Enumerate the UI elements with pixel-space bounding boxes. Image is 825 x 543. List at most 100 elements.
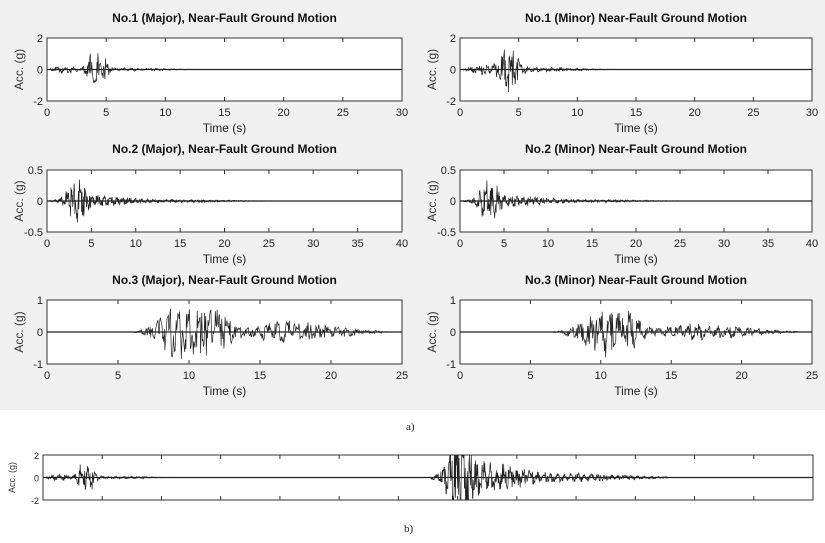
acceleration-series — [50, 53, 196, 84]
chart-title: No.2 (Major), Near-Fault Ground Motion — [112, 142, 337, 156]
x-tick-label: 25 — [806, 370, 818, 382]
y-axis-label: Acc. (g) — [425, 180, 439, 221]
x-tick-label: 10 — [542, 238, 554, 250]
x-axis-label: Time (s) — [614, 384, 658, 398]
x-tick-label: 35 — [762, 238, 774, 250]
x-tick-label: 0 — [44, 238, 50, 250]
chart-4: No.2 (Minor) Near-Fault Ground Motion Tim… — [425, 142, 818, 266]
x-tick-label: 15 — [254, 370, 266, 382]
y-axis-label: Acc. (g) — [425, 311, 439, 352]
x-tick-label: 10 — [130, 238, 142, 250]
chart-title: No.3 (Minor) Near-Fault Ground Motion — [525, 273, 747, 287]
y-tick-label: -1 — [33, 359, 43, 371]
acceleration-series — [509, 310, 798, 358]
chart-3: No.2 (Major), Near-Fault Ground Motion Ti… — [12, 142, 408, 266]
chart-6: No.3 (Minor) Near-Fault Ground Motion Tim… — [425, 273, 818, 398]
x-tick-label: 5 — [527, 370, 533, 382]
y-tick-label: -2 — [31, 496, 39, 506]
x-tick-label: 40 — [396, 238, 408, 250]
caption-b: b) — [404, 523, 414, 535]
x-tick-label: 5 — [516, 107, 522, 119]
x-tick-label: 20 — [278, 107, 290, 119]
x-tick-label: 25 — [263, 238, 275, 250]
caption-a: a) — [406, 421, 415, 433]
y-tick-label: -0.5 — [437, 227, 456, 239]
x-tick-label: 10 — [571, 107, 583, 119]
x-axis-label: Time (s) — [614, 252, 658, 266]
acceleration-series — [463, 49, 619, 93]
x-tick-label: 15 — [218, 107, 230, 119]
y-tick-label: 0 — [450, 327, 456, 339]
x-tick-label: 20 — [325, 370, 337, 382]
y-tick-label: 0 — [450, 196, 456, 208]
x-tick-label: 10 — [159, 107, 171, 119]
x-tick-label: 20 — [218, 238, 230, 250]
x-tick-label: 5 — [115, 370, 121, 382]
x-tick-label: 0 — [457, 370, 463, 382]
acceleration-series — [462, 180, 680, 219]
y-tick-label: 1 — [450, 295, 456, 307]
y-tick-label: 0.5 — [441, 165, 456, 177]
chart-2: No.1 (Minor) Near-Fault Ground Motion Tim… — [425, 11, 818, 135]
x-tick-label: 0 — [44, 370, 50, 382]
y-tick-label: -2 — [446, 96, 456, 108]
y-tick-label: 2 — [37, 33, 43, 45]
acceleration-series — [96, 308, 388, 359]
y-tick-label: 0.5 — [28, 165, 43, 177]
x-tick-label: 40 — [806, 238, 818, 250]
x-tick-label: 25 — [747, 107, 759, 119]
x-tick-label: 5 — [103, 107, 109, 119]
x-tick-label: 0 — [457, 238, 463, 250]
x-tick-label: 30 — [396, 107, 408, 119]
x-tick-label: 0 — [44, 107, 50, 119]
y-tick-label: 0 — [37, 65, 43, 77]
x-tick-label: 30 — [718, 238, 730, 250]
chart-1: No.1 (Major), Near-Fault Ground Motion Ti… — [12, 11, 408, 135]
x-tick-label: 15 — [665, 370, 677, 382]
x-axis-label: Time (s) — [203, 384, 247, 398]
x-tick-label: 10 — [183, 370, 195, 382]
chart-title: No.2 (Minor) Near-Fault Ground Motion — [525, 142, 747, 156]
x-tick-label: 30 — [806, 107, 818, 119]
x-tick-label: 5 — [88, 238, 94, 250]
x-tick-label: 5 — [501, 238, 507, 250]
y-axis-label: Acc. (g) — [425, 49, 439, 90]
x-tick-label: 20 — [689, 107, 701, 119]
y-tick-label: 1 — [37, 295, 43, 307]
y-tick-label: -1 — [446, 359, 456, 371]
x-tick-label: 10 — [595, 370, 607, 382]
y-tick-label: 0 — [37, 196, 43, 208]
x-tick-label: 35 — [352, 238, 364, 250]
y-tick-label: 0 — [450, 65, 456, 77]
chart-title: No.1 (Major), Near-Fault Ground Motion — [112, 11, 337, 25]
chart-title: No.1 (Minor) Near-Fault Ground Motion — [525, 11, 747, 25]
y-axis-label: Acc. (g) — [12, 311, 26, 352]
y-axis-label: Acc. (g) — [12, 49, 26, 90]
x-tick-label: 20 — [735, 370, 747, 382]
chart-5: No.3 (Major), Near-Fault Ground Motion Ti… — [12, 273, 408, 398]
x-tick-label: 25 — [396, 370, 408, 382]
x-tick-label: 30 — [307, 238, 319, 250]
y-axis-label: Acc. (g) — [12, 180, 26, 221]
y-tick-label: 0 — [34, 474, 39, 484]
x-tick-label: 20 — [630, 238, 642, 250]
acceleration-series — [45, 454, 669, 501]
y-tick-label: -0.5 — [24, 227, 43, 239]
y-tick-label: -2 — [33, 96, 43, 108]
chart-title: No.3 (Major), Near-Fault Ground Motion — [112, 273, 337, 287]
x-axis-label: Time (s) — [203, 252, 247, 266]
x-tick-label: 0 — [457, 107, 463, 119]
x-tick-label: 15 — [586, 238, 598, 250]
y-tick-label: 2 — [450, 33, 456, 45]
y-axis-label: Acc. (g) — [7, 462, 17, 493]
acceleration-series — [49, 179, 269, 223]
x-tick-label: 25 — [674, 238, 686, 250]
x-tick-label: 25 — [337, 107, 349, 119]
x-axis-label: Time (s) — [203, 121, 247, 135]
x-axis-label: Time (s) — [614, 121, 658, 135]
y-tick-label: 2 — [34, 451, 39, 461]
x-tick-label: 15 — [630, 107, 642, 119]
chart-7: Acc. (g) 2 0 -2 — [7, 451, 814, 506]
y-tick-label: 0 — [37, 327, 43, 339]
